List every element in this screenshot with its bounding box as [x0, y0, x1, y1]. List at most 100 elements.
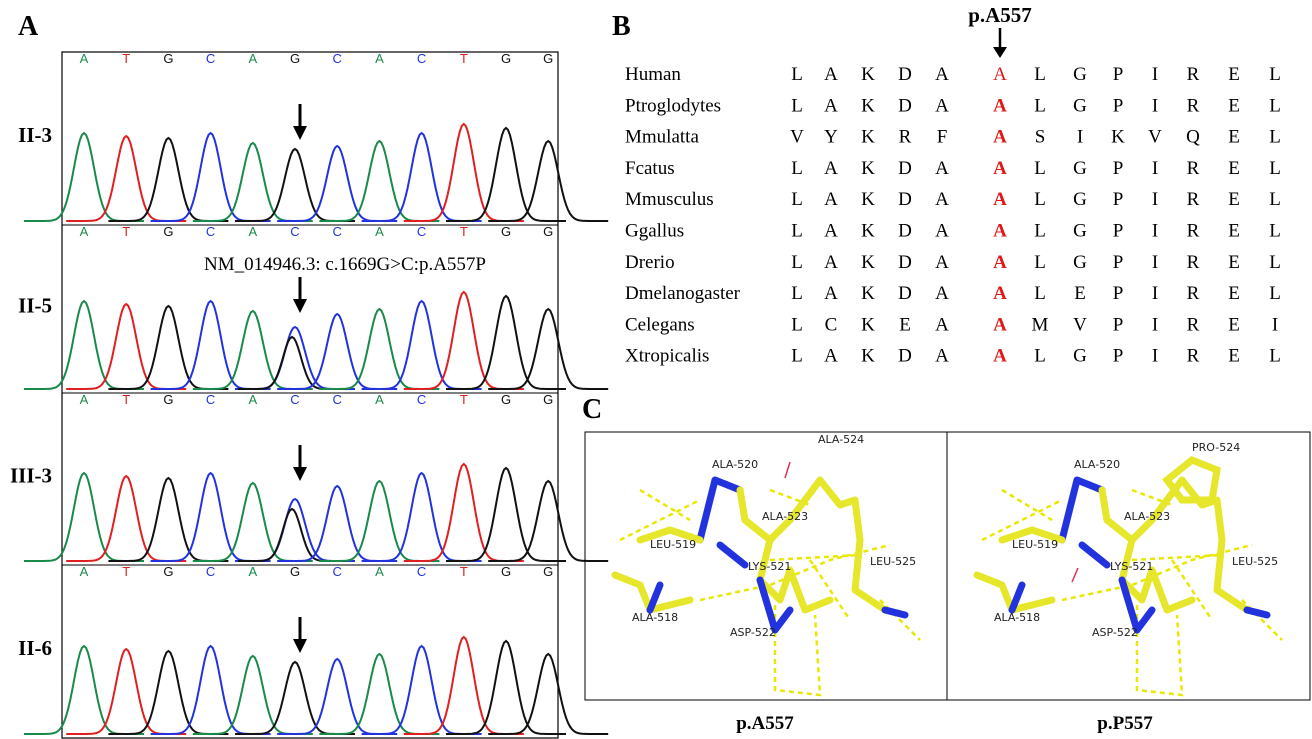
base-call: G — [163, 51, 173, 66]
species-name: Human — [625, 64, 681, 85]
base-call: G — [543, 51, 553, 66]
residue: L — [791, 346, 803, 367]
residue: A — [824, 252, 838, 273]
base-call: A — [248, 51, 257, 66]
residue: G — [1073, 221, 1087, 242]
peak — [235, 499, 355, 561]
base-call: G — [163, 564, 173, 579]
residue: I — [1152, 221, 1158, 242]
residue: P — [1113, 283, 1124, 304]
residue: D — [898, 283, 912, 304]
track-name: II-5 — [18, 293, 52, 317]
peak — [151, 133, 271, 221]
residue: L — [1034, 346, 1046, 367]
base-call: C — [333, 564, 342, 579]
residue: A — [993, 314, 1007, 335]
peak — [277, 146, 397, 221]
residue: A — [993, 252, 1007, 273]
base-call: A — [375, 564, 384, 579]
residue: K — [861, 346, 875, 367]
residue: C — [825, 314, 838, 335]
residue: F — [937, 127, 948, 148]
peak — [235, 327, 355, 389]
residue: D — [898, 64, 912, 85]
species-name: Fcatus — [625, 158, 675, 179]
base-call: A — [375, 224, 384, 239]
residue-label: LEU-525 — [1232, 555, 1278, 568]
residue: Q — [1186, 127, 1200, 148]
residue: L — [791, 314, 803, 335]
panel-c: C ALA-520ALA-524ALA-523LEU-519LYS-521LEU… — [0, 394, 1310, 734]
peak — [66, 304, 186, 389]
base-call: T — [460, 392, 468, 407]
peak — [235, 149, 355, 221]
base-call: C — [417, 224, 426, 239]
base-call: G — [501, 224, 511, 239]
residue: D — [898, 95, 912, 116]
residue: A — [824, 346, 838, 367]
base-call: C — [417, 564, 426, 579]
peak — [108, 478, 228, 561]
base-call: G — [163, 224, 173, 239]
peak — [66, 649, 186, 734]
residue: R — [1187, 221, 1200, 242]
residue: L — [1269, 158, 1281, 179]
peak — [193, 311, 313, 389]
residue: I — [1152, 346, 1158, 367]
residue: P — [1113, 95, 1124, 116]
base-call: A — [80, 392, 89, 407]
residue: A — [935, 346, 949, 367]
peak — [319, 481, 439, 561]
base-call: G — [543, 224, 553, 239]
base-call: A — [80, 51, 89, 66]
residue: E — [1228, 189, 1240, 210]
residue: P — [1113, 189, 1124, 210]
residue: K — [861, 158, 875, 179]
peak — [238, 337, 346, 389]
residue: A — [993, 189, 1007, 210]
peak — [488, 654, 608, 734]
residue: A — [824, 221, 838, 242]
residue: E — [1228, 221, 1240, 242]
residue: I — [1272, 314, 1278, 335]
residue: K — [861, 95, 875, 116]
residue: K — [861, 314, 875, 335]
peak — [362, 301, 482, 389]
base-call: T — [122, 224, 130, 239]
residue: P — [1113, 346, 1124, 367]
residue: A — [993, 221, 1007, 242]
base-call: C — [206, 392, 215, 407]
peak — [193, 483, 313, 561]
track-name: II-6 — [18, 636, 52, 660]
residue-label: ASP-522 — [730, 626, 776, 639]
base-call: T — [122, 51, 130, 66]
arrow-head — [293, 126, 307, 140]
residue: I — [1152, 189, 1158, 210]
residue: L — [1034, 252, 1046, 273]
residue-label: ALA-523 — [762, 510, 808, 523]
residue: L — [791, 252, 803, 273]
residue: G — [1073, 346, 1087, 367]
structure-caption: p.A557 — [736, 713, 794, 734]
base-call: C — [206, 51, 215, 66]
residue: G — [1073, 189, 1087, 210]
residue: A — [993, 127, 1007, 148]
peak — [151, 301, 271, 389]
residue-label: LEU-519 — [1012, 538, 1058, 551]
residue: A — [935, 221, 949, 242]
figure: A II-3ATGCAGCACTGGII-5ATGCACCACTGGNM_014… — [0, 0, 1312, 739]
species-name: Celegans — [625, 314, 695, 335]
residue: E — [1228, 95, 1240, 116]
base-call: G — [290, 564, 300, 579]
residue: M — [1032, 314, 1049, 335]
residue-label: ALA-520 — [1074, 458, 1120, 471]
species-name: Drerio — [625, 252, 675, 273]
residue: Y — [824, 127, 838, 148]
residue: L — [791, 158, 803, 179]
panel-label: B — [612, 11, 631, 42]
base-call: T — [460, 224, 468, 239]
base-call: G — [163, 392, 173, 407]
structure-caption: p.P557 — [1097, 713, 1153, 734]
peak — [193, 656, 313, 734]
residue: V — [1073, 314, 1087, 335]
